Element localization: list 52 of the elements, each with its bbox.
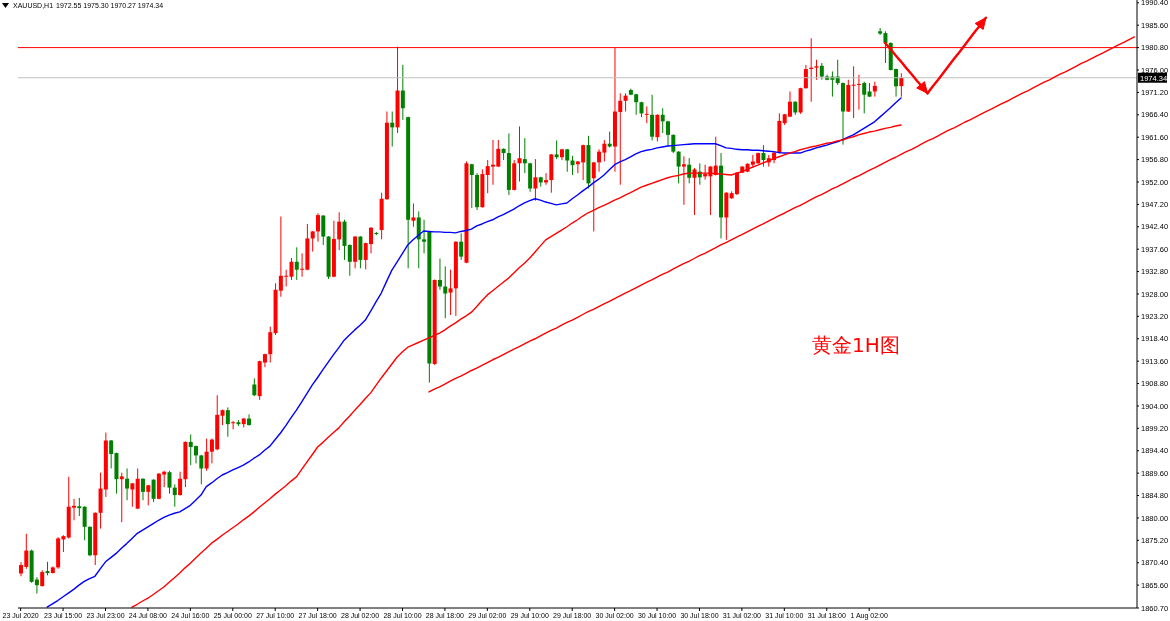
candlestick xyxy=(337,211,342,251)
candlestick xyxy=(856,74,861,111)
candlestick xyxy=(681,155,686,206)
candlestick xyxy=(199,454,204,485)
candlestick xyxy=(437,258,442,291)
candlestick xyxy=(623,92,628,113)
candlestick xyxy=(469,163,474,209)
candlestick xyxy=(554,139,559,160)
candlestick xyxy=(82,505,87,541)
candlestick xyxy=(172,483,177,508)
candlestick xyxy=(660,107,665,134)
candlestick xyxy=(204,438,209,472)
candlestick xyxy=(618,92,623,186)
candlestick xyxy=(268,326,273,364)
candlestick xyxy=(761,144,766,168)
candlestick xyxy=(151,478,156,503)
candlestick xyxy=(77,497,82,517)
candlestick xyxy=(517,125,522,183)
candlestick xyxy=(899,72,904,98)
candlestick xyxy=(125,467,130,501)
candlestick xyxy=(119,472,124,523)
candlestick xyxy=(851,65,856,119)
candlestick xyxy=(522,137,527,174)
candlestick xyxy=(358,235,363,269)
candlestick xyxy=(448,269,453,316)
candlestick xyxy=(734,171,739,196)
candlestick xyxy=(140,477,145,501)
candlestick xyxy=(178,471,183,497)
candlestick xyxy=(167,470,172,495)
candlestick xyxy=(315,212,320,243)
candlestick xyxy=(644,105,649,124)
candlestick xyxy=(591,161,596,232)
candlestick xyxy=(650,94,655,141)
annotation: 黄金1H图 xyxy=(812,332,900,359)
candlestick xyxy=(814,59,819,81)
candlestick xyxy=(247,413,252,427)
candlestick xyxy=(597,148,602,173)
candlestick xyxy=(225,406,230,438)
candlestick xyxy=(294,246,299,281)
candlestick xyxy=(862,81,867,114)
candlestick xyxy=(443,265,448,319)
candlestick xyxy=(231,420,236,430)
candlestick xyxy=(803,64,808,90)
candlestick xyxy=(416,210,421,269)
candlestick xyxy=(400,64,405,121)
candlestick xyxy=(459,232,464,261)
candlestick xyxy=(533,158,538,202)
candlestick xyxy=(321,214,326,246)
candlestick xyxy=(676,150,681,184)
candlestick xyxy=(655,113,660,142)
candlestick xyxy=(411,202,416,228)
candlestick xyxy=(666,120,671,148)
